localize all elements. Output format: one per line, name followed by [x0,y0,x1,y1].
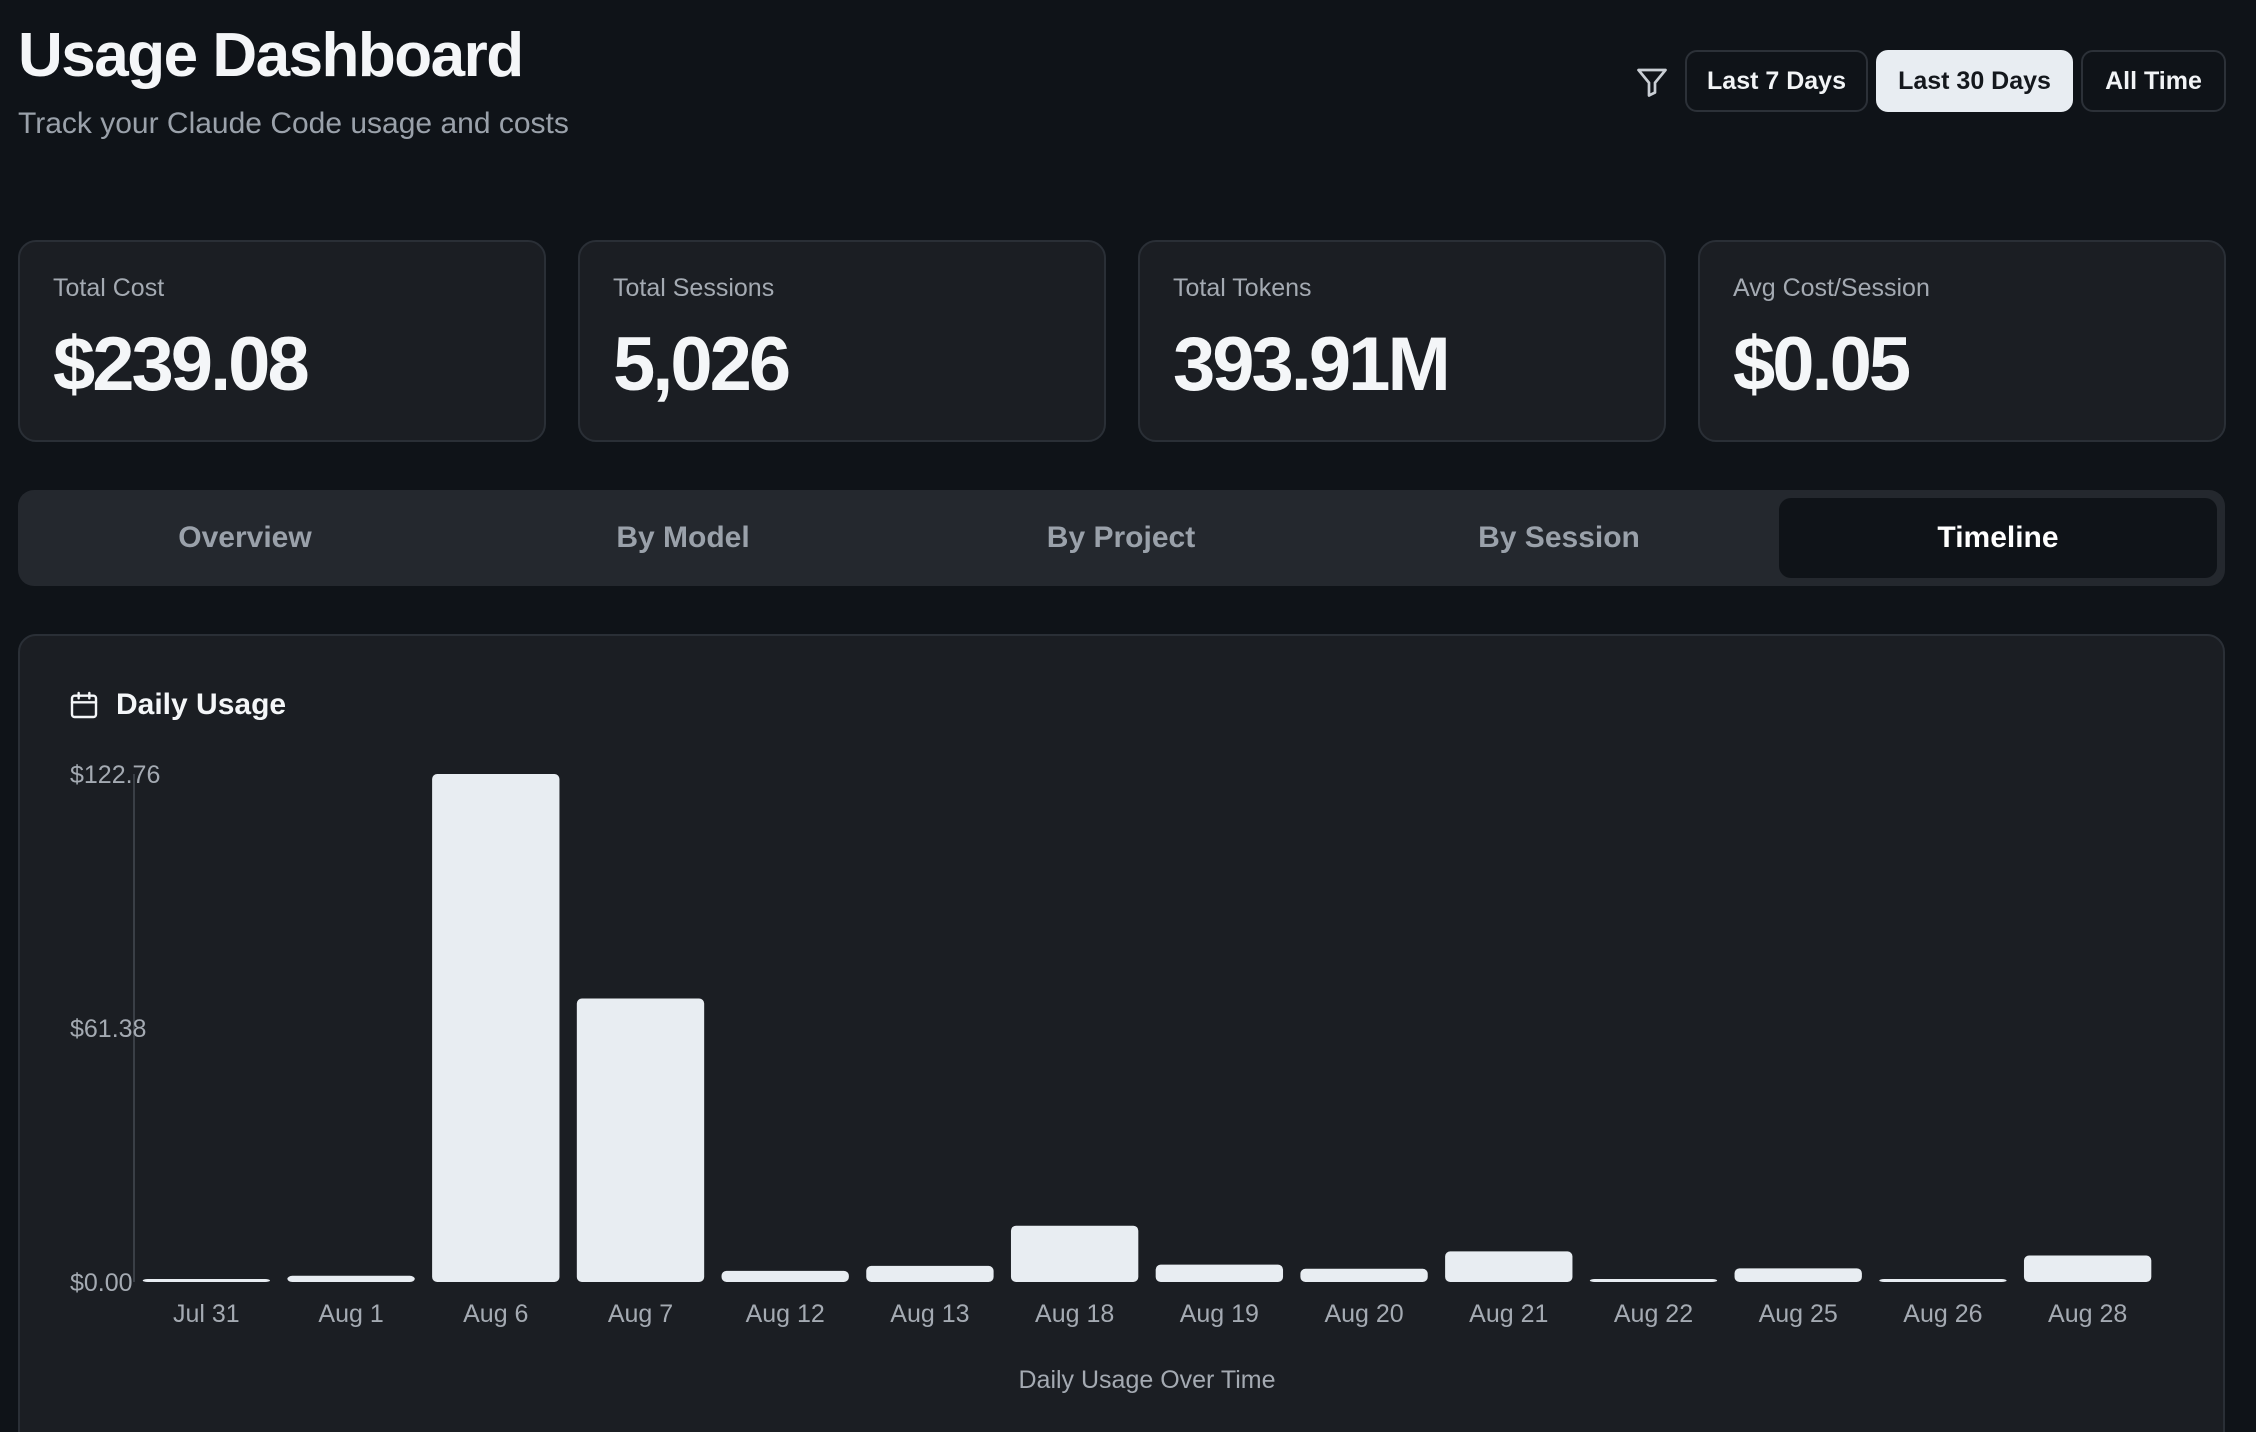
bar[interactable] [1445,1251,1573,1282]
stat-card-total-cost: Total Cost $239.08 [18,240,546,442]
bar[interactable] [1010,1225,1139,1282]
x-tick-label: Aug 22 [1614,1300,1693,1328]
bar[interactable] [432,774,560,1282]
view-tabs: Overview By Model By Project By Session … [18,490,2225,586]
x-tick-label: Aug 28 [2048,1300,2127,1328]
x-tick-label: Aug 1 [318,1300,383,1328]
x-tick-label: Aug 13 [890,1300,969,1328]
stat-value: $239.08 [53,322,310,407]
range-last-7-days-button[interactable]: Last 7 Days [1685,50,1868,112]
y-tick-label: $0.00 [70,1269,133,1297]
x-tick-label: Aug 26 [1903,1300,1982,1328]
y-tick-label: $61.38 [70,1015,146,1043]
stat-label: Total Cost [53,274,165,302]
bar[interactable] [576,998,705,1282]
stat-card-total-sessions: Total Sessions 5,026 [578,240,1106,442]
tab-by-session[interactable]: By Session [1478,521,1640,554]
bar[interactable] [1155,1264,1284,1282]
bar[interactable] [1300,1268,1428,1282]
x-tick-label: Aug 19 [1180,1300,1259,1328]
calendar-icon [70,691,98,719]
x-tick-label: Jul 31 [173,1300,240,1328]
tab-overview[interactable]: Overview [178,521,312,554]
x-tick-label: Aug 7 [608,1300,673,1328]
stat-card-total-tokens: Total Tokens 393.91M [1138,240,1666,442]
bar[interactable] [721,1270,849,1282]
x-tick-label: Aug 21 [1469,1300,1548,1328]
bar[interactable] [866,1265,994,1282]
tab-by-project[interactable]: By Project [1046,521,1196,554]
range-all-time-button[interactable]: All Time [2081,50,2226,112]
bar[interactable] [2023,1255,2152,1282]
tab-timeline[interactable]: Timeline [1779,498,2217,578]
range-last-30-days-button[interactable]: Last 30 Days [1876,50,2073,112]
stat-label: Avg Cost/Session [1733,274,1930,302]
bar[interactable] [142,1279,271,1282]
page-title: Usage Dashboard [18,21,524,90]
bar[interactable] [1734,1268,1862,1282]
stat-label: Total Tokens [1173,274,1312,302]
y-tick-label: $122.76 [70,761,160,789]
bar[interactable] [1879,1279,2007,1282]
card-title: Daily Usage [116,688,287,721]
stat-value: 5,026 [613,322,791,407]
x-tick-label: Aug 18 [1035,1300,1114,1328]
tab-by-model[interactable]: By Model [616,521,750,554]
stat-value: 393.91M [1173,322,1451,407]
x-tick-label: Aug 12 [746,1300,825,1328]
card-header: Daily Usage [68,688,286,722]
stat-card-avg-cost-per-session: Avg Cost/Session $0.05 [1698,240,2226,442]
x-tick-label: Aug 25 [1759,1300,1838,1328]
x-tick-label: Aug 20 [1324,1300,1403,1328]
daily-usage-card: Daily Usage $122.76 $61.38 $0.00 Jul 31 Aug … [18,634,2225,1432]
x-tick-label: Aug 6 [463,1300,528,1328]
filter-icon[interactable] [1634,64,1670,100]
bar[interactable] [1589,1279,1718,1282]
daily-usage-chart: $122.76 $61.38 $0.00 Jul 31 Aug 1 Aug 6 Aug 7 A… [70,761,2152,1394]
x-axis-title: Daily Usage Over Time [1018,1366,1275,1394]
stat-label: Total Sessions [613,274,775,302]
bar[interactable] [287,1275,415,1282]
stat-value: $0.05 [1733,322,1911,407]
page-subtitle: Track your Claude Code usage and costs [18,107,569,140]
